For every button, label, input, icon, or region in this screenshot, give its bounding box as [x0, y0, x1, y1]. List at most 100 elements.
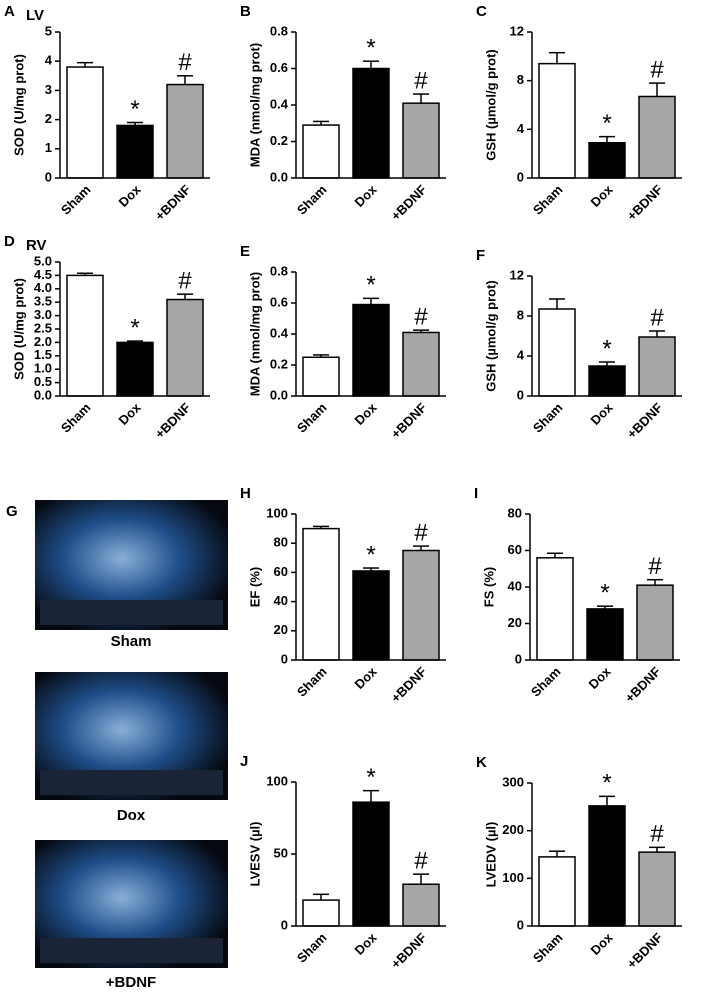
y-tick-label: 3.0 — [34, 307, 52, 322]
x-tick-label: +BDNF — [388, 400, 430, 442]
y-axis-label: SOD (U/mg prot) — [11, 278, 26, 380]
significance-mark: * — [130, 96, 139, 123]
bar-chart: A LV SOD (U/mg prot) 0 1 2 3 4 5 Sham * Dox # +BDNF — [4, 3, 210, 223]
x-tick-label: Dox — [588, 929, 617, 958]
y-tick-label: 100 — [502, 870, 524, 885]
bar — [352, 303, 390, 397]
y-axis-label: FS (%) — [481, 567, 496, 607]
bar — [116, 124, 154, 179]
bar — [636, 584, 674, 661]
x-tick-label: +BDNF — [388, 182, 430, 224]
x-tick-label: +BDNF — [624, 930, 666, 972]
bar-chart: F GSH (µmol/g prot) 0 4 8 12 Sham * Dox # +BDNF — [476, 247, 682, 441]
y-tick-label: 4 — [517, 347, 525, 362]
bar — [66, 274, 104, 397]
bar-chart: J LVESV (µl) 0 50 100 Sham * Dox # +BDNF — [240, 753, 446, 971]
y-tick-label: 12 — [510, 267, 524, 282]
bar — [586, 608, 624, 661]
y-tick-label: 2 — [45, 111, 52, 126]
bar — [638, 95, 676, 179]
bar — [352, 570, 390, 661]
x-tick-label: +BDNF — [388, 930, 430, 972]
x-tick-label: +BDNF — [152, 182, 194, 224]
y-tick-label: 0 — [517, 387, 524, 402]
y-tick-label: 200 — [502, 822, 524, 837]
y-tick-label: 100 — [266, 773, 288, 788]
y-tick-label: 0 — [281, 917, 288, 932]
x-tick-label: Dox — [116, 399, 145, 428]
x-tick-label: +BDNF — [152, 400, 194, 442]
y-tick-label: 100 — [266, 505, 288, 520]
m-mode-strip — [40, 938, 223, 963]
bar — [302, 899, 340, 927]
y-tick-label: 40 — [508, 578, 522, 593]
x-tick-label: Sham — [58, 400, 94, 436]
x-tick-label: Dox — [352, 663, 381, 692]
panel-label: C — [476, 3, 487, 20]
y-tick-label: 0.0 — [34, 387, 52, 402]
panel-label: G — [6, 503, 18, 520]
significance-mark: # — [414, 67, 428, 94]
bar — [302, 356, 340, 397]
y-tick-label: 0.8 — [270, 263, 288, 278]
bar — [588, 141, 626, 179]
y-tick-label: 4 — [45, 53, 53, 68]
y-tick-label: 40 — [274, 593, 288, 608]
significance-mark: # — [414, 848, 428, 875]
panel-label: B — [240, 3, 251, 20]
significance-mark: # — [414, 303, 428, 330]
x-tick-label: Dox — [352, 929, 381, 958]
y-tick-label: 0 — [517, 917, 524, 932]
y-tick-label: 5 — [45, 23, 52, 38]
bar — [538, 856, 576, 927]
significance-mark: * — [130, 314, 139, 341]
image-caption: Sham — [111, 633, 152, 650]
bar — [536, 557, 574, 661]
bar — [166, 298, 204, 397]
y-tick-label: 8 — [517, 307, 524, 322]
y-tick-label: 3 — [45, 82, 52, 97]
panel-label: H — [240, 485, 251, 502]
panel-label: A — [4, 3, 15, 20]
bar-chart: H EF (%) 0 20 40 60 80 100 Sham * Dox # +BDNF — [240, 485, 446, 705]
significance-mark: * — [602, 770, 611, 797]
y-tick-label: 3.5 — [34, 294, 52, 309]
x-tick-label: Dox — [352, 399, 381, 428]
bar — [402, 549, 440, 661]
bar — [352, 801, 390, 927]
x-tick-label: Sham — [530, 182, 566, 218]
bar — [66, 66, 104, 179]
y-axis-label: SOD (U/mg prot) — [11, 54, 26, 156]
bar — [588, 805, 626, 927]
x-tick-label: +BDNF — [624, 400, 666, 442]
y-tick-label: 0 — [45, 169, 52, 184]
y-tick-label: 0.8 — [270, 23, 288, 38]
y-tick-label: 0 — [517, 169, 524, 184]
y-tick-label: 2.0 — [34, 334, 52, 349]
bar — [166, 83, 204, 179]
bar — [538, 62, 576, 179]
y-tick-label: 8 — [517, 72, 524, 87]
significance-mark: * — [366, 764, 375, 791]
x-tick-label: +BDNF — [624, 182, 666, 224]
y-tick-label: 0.5 — [34, 374, 52, 389]
bar-chart: D RV SOD (U/mg prot) 0.00.51.01.52.02.53.03… — [4, 233, 210, 441]
panel-label: K — [476, 754, 487, 771]
significance-mark: # — [650, 304, 664, 331]
y-tick-label: 80 — [274, 535, 288, 550]
y-tick-label: 1 — [45, 140, 52, 155]
x-tick-label: Dox — [588, 181, 617, 210]
bar-chart: B MDA (nmol/mg prot) 0.0 0.2 0.4 0.6 0.8 Sham * D… — [240, 3, 446, 223]
y-tick-label: 0.6 — [270, 294, 288, 309]
x-tick-label: Sham — [294, 400, 330, 436]
y-axis-label: MDA (nmol/mg prot) — [247, 272, 262, 396]
y-tick-label: 0 — [515, 651, 522, 666]
y-tick-label: 0.4 — [270, 325, 289, 340]
y-tick-label: 0.4 — [270, 96, 289, 111]
bar-chart: I FS (%) 0 20 40 60 80 Sham * Dox # +BDNF — [474, 485, 680, 705]
bar — [402, 102, 440, 179]
y-tick-label: 0.0 — [270, 169, 288, 184]
bar-chart: K LVEDV (µl) 0 100 200 300 Sham * Dox # +BDNF — [476, 754, 682, 971]
x-tick-label: Dox — [352, 181, 381, 210]
